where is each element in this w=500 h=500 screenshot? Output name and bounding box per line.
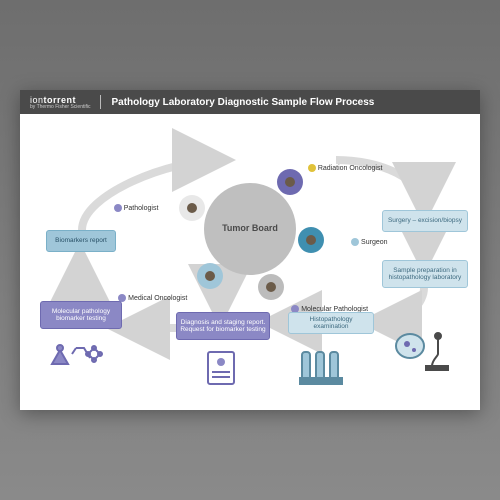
brand-block: iontorrent by Thermo Fisher Scientific <box>30 95 90 110</box>
poster: iontorrent by Thermo Fisher Scientific P… <box>20 90 480 410</box>
node-prep: Sample preparation in histopathology lab… <box>382 260 468 288</box>
brand-subtitle: by Thermo Fisher Scientific <box>30 104 90 110</box>
role-icon <box>308 164 316 172</box>
node-surgery: Surgery – excision/biopsy <box>382 210 468 232</box>
tumor-board-label: Tumor Board <box>222 224 278 234</box>
node-icon-molicon <box>50 340 110 388</box>
header-divider <box>100 95 101 109</box>
role-icon <box>351 238 359 246</box>
node-icon-diagicon <box>198 348 244 388</box>
tumor-board: Tumor Board PathologistRadiation Oncolog… <box>175 154 325 304</box>
board-seat-1 <box>277 169 303 195</box>
board-seat-0 <box>179 195 205 221</box>
node-moltest: Molecular pathology biomarker testing <box>40 301 122 329</box>
role-label-4: Medical Oncologist <box>118 294 187 302</box>
role-label-1: Radiation Oncologist <box>308 164 383 172</box>
node-icon-histoicon <box>296 342 366 388</box>
node-diag: Diagnosis and staging report. Request fo… <box>176 312 270 340</box>
diagram-canvas: Tumor Board Pathologist Radiation Oncolog… <box>20 114 480 410</box>
board-seat-3 <box>258 274 284 300</box>
page-title: Pathology Laboratory Diagnostic Sample F… <box>111 97 374 108</box>
node-icon-prepicon <box>392 328 462 386</box>
header-bar: iontorrent by Thermo Fisher Scientific P… <box>20 90 480 114</box>
role-label-2: Surgeon <box>351 238 387 246</box>
node-histo: Histopathology examination <box>288 312 374 334</box>
board-seat-4 <box>197 263 223 289</box>
node-biomarkers: Biomarkers report <box>46 230 116 252</box>
role-label-0: Pathologist <box>114 204 159 212</box>
role-icon <box>114 204 122 212</box>
board-seat-2 <box>298 227 324 253</box>
